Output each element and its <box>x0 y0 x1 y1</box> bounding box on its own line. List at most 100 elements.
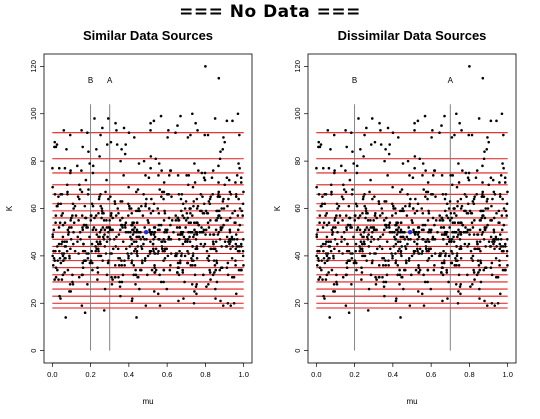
data-point <box>122 174 125 177</box>
data-point <box>474 176 478 180</box>
y-tick-label: 0 <box>293 349 302 353</box>
data-point <box>445 268 449 272</box>
data-point <box>490 273 494 277</box>
data-point <box>234 292 238 296</box>
data-point <box>184 200 188 203</box>
data-point <box>152 119 156 123</box>
data-point <box>178 259 182 262</box>
data-point <box>146 254 150 258</box>
data-point <box>116 247 120 251</box>
data-point <box>234 247 238 251</box>
data-point <box>388 247 392 251</box>
data-point <box>445 214 448 217</box>
data-point <box>177 219 180 222</box>
data-point <box>457 228 460 232</box>
data-point <box>158 273 161 277</box>
y-tick-label: 60 <box>293 204 302 212</box>
data-point <box>344 129 347 132</box>
data-point <box>193 273 197 277</box>
data-point <box>388 143 391 146</box>
data-point <box>57 195 60 198</box>
data-point <box>62 129 66 132</box>
data-point <box>198 230 202 234</box>
data-point <box>64 245 68 248</box>
data-point <box>51 166 54 170</box>
data-point <box>333 237 337 241</box>
data-point <box>90 202 94 206</box>
data-point <box>152 226 156 229</box>
data-point <box>427 230 430 234</box>
data-point <box>238 249 241 253</box>
data-point <box>320 268 323 272</box>
data-point <box>99 133 102 137</box>
data-point <box>54 266 58 270</box>
data-point <box>466 228 470 232</box>
data-point <box>192 221 196 225</box>
data-point <box>200 171 204 175</box>
data-point <box>117 211 120 215</box>
data-point <box>108 226 112 229</box>
data-point <box>396 240 400 243</box>
data-point <box>110 252 113 255</box>
data-point <box>210 176 214 180</box>
data-point <box>369 219 372 222</box>
data-point <box>63 271 66 274</box>
data-point <box>348 223 352 227</box>
data-point <box>217 190 221 194</box>
data-point <box>165 287 169 291</box>
data-point <box>498 292 502 296</box>
data-point <box>140 204 143 208</box>
data-point <box>442 249 445 253</box>
data-point <box>213 117 217 120</box>
data-point <box>398 283 401 286</box>
data-point <box>501 162 504 165</box>
data-point <box>471 226 475 229</box>
data-point <box>470 133 474 137</box>
data-point <box>374 275 377 279</box>
y-axis-label: K <box>273 205 282 211</box>
data-point <box>80 304 84 307</box>
data-point <box>144 304 148 307</box>
data-point <box>480 233 484 236</box>
y-tick-label: 60 <box>29 204 38 212</box>
data-point <box>454 256 457 260</box>
data-point <box>332 133 336 137</box>
data-point <box>237 245 241 248</box>
data-point <box>178 261 182 265</box>
data-point <box>372 226 376 229</box>
data-point <box>393 207 397 210</box>
data-point <box>460 204 464 208</box>
data-point <box>226 261 230 265</box>
data-point <box>481 209 485 213</box>
data-point <box>492 228 496 232</box>
data-point <box>455 254 459 258</box>
data-point <box>63 166 67 170</box>
data-point <box>497 237 500 241</box>
data-point <box>215 261 219 265</box>
data-point <box>416 249 419 253</box>
data-point <box>425 240 428 243</box>
data-point <box>101 126 104 130</box>
data-point <box>53 145 56 149</box>
data-point <box>195 233 199 236</box>
data-point <box>321 242 325 246</box>
data-point <box>393 230 396 234</box>
data-point <box>366 211 369 215</box>
data-point <box>97 235 100 239</box>
data-point <box>384 264 388 267</box>
data-point <box>225 119 229 123</box>
data-point <box>345 261 349 265</box>
data-point <box>228 216 232 220</box>
data-point <box>451 252 454 255</box>
data-point <box>132 240 136 243</box>
data-point <box>342 183 345 187</box>
data-point <box>153 266 156 270</box>
data-point <box>333 247 336 251</box>
data-point <box>412 228 415 232</box>
data-point <box>187 174 191 177</box>
data-point <box>477 264 481 267</box>
data-point <box>475 169 479 172</box>
data-point <box>403 245 407 248</box>
data-point <box>219 150 222 153</box>
data-point <box>324 192 328 196</box>
